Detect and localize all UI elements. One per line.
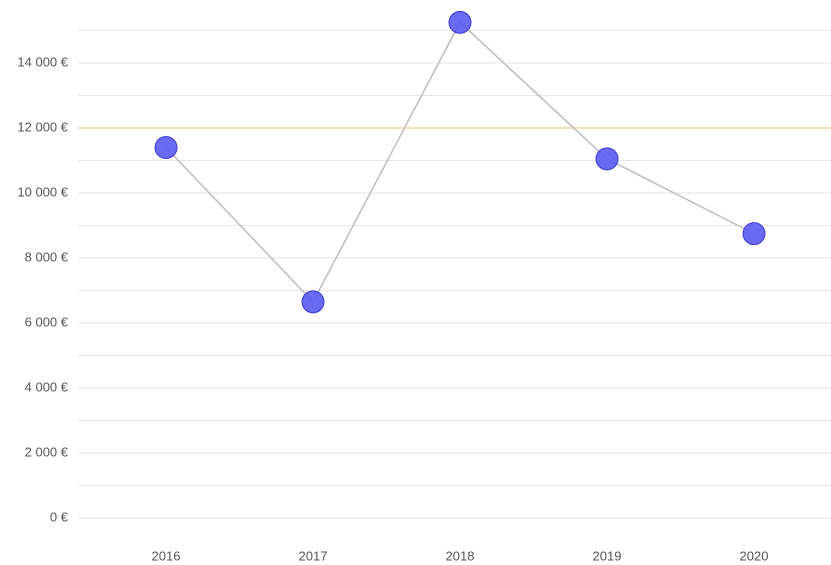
x-tick-label: 2019 (593, 548, 622, 563)
y-tick-label: 0 € (50, 509, 69, 524)
x-tick-label: 2020 (740, 548, 769, 563)
data-point (301, 290, 325, 314)
y-tick-label: 12 000 € (17, 119, 68, 134)
y-tick-label: 4 000 € (25, 379, 69, 394)
y-tick-label: 6 000 € (25, 314, 69, 329)
y-tick-label: 8 000 € (25, 249, 69, 264)
data-point (448, 10, 472, 34)
x-tick-label: 2016 (152, 548, 181, 563)
data-point (595, 147, 619, 171)
y-tick-label: 10 000 € (17, 184, 68, 199)
y-tick-label: 2 000 € (25, 444, 69, 459)
data-point (742, 222, 766, 246)
x-tick-label: 2018 (446, 548, 475, 563)
x-tick-label: 2017 (299, 548, 328, 563)
series-line (165, 21, 755, 304)
y-tick-label: 14 000 € (17, 54, 68, 69)
data-point (154, 136, 178, 159)
